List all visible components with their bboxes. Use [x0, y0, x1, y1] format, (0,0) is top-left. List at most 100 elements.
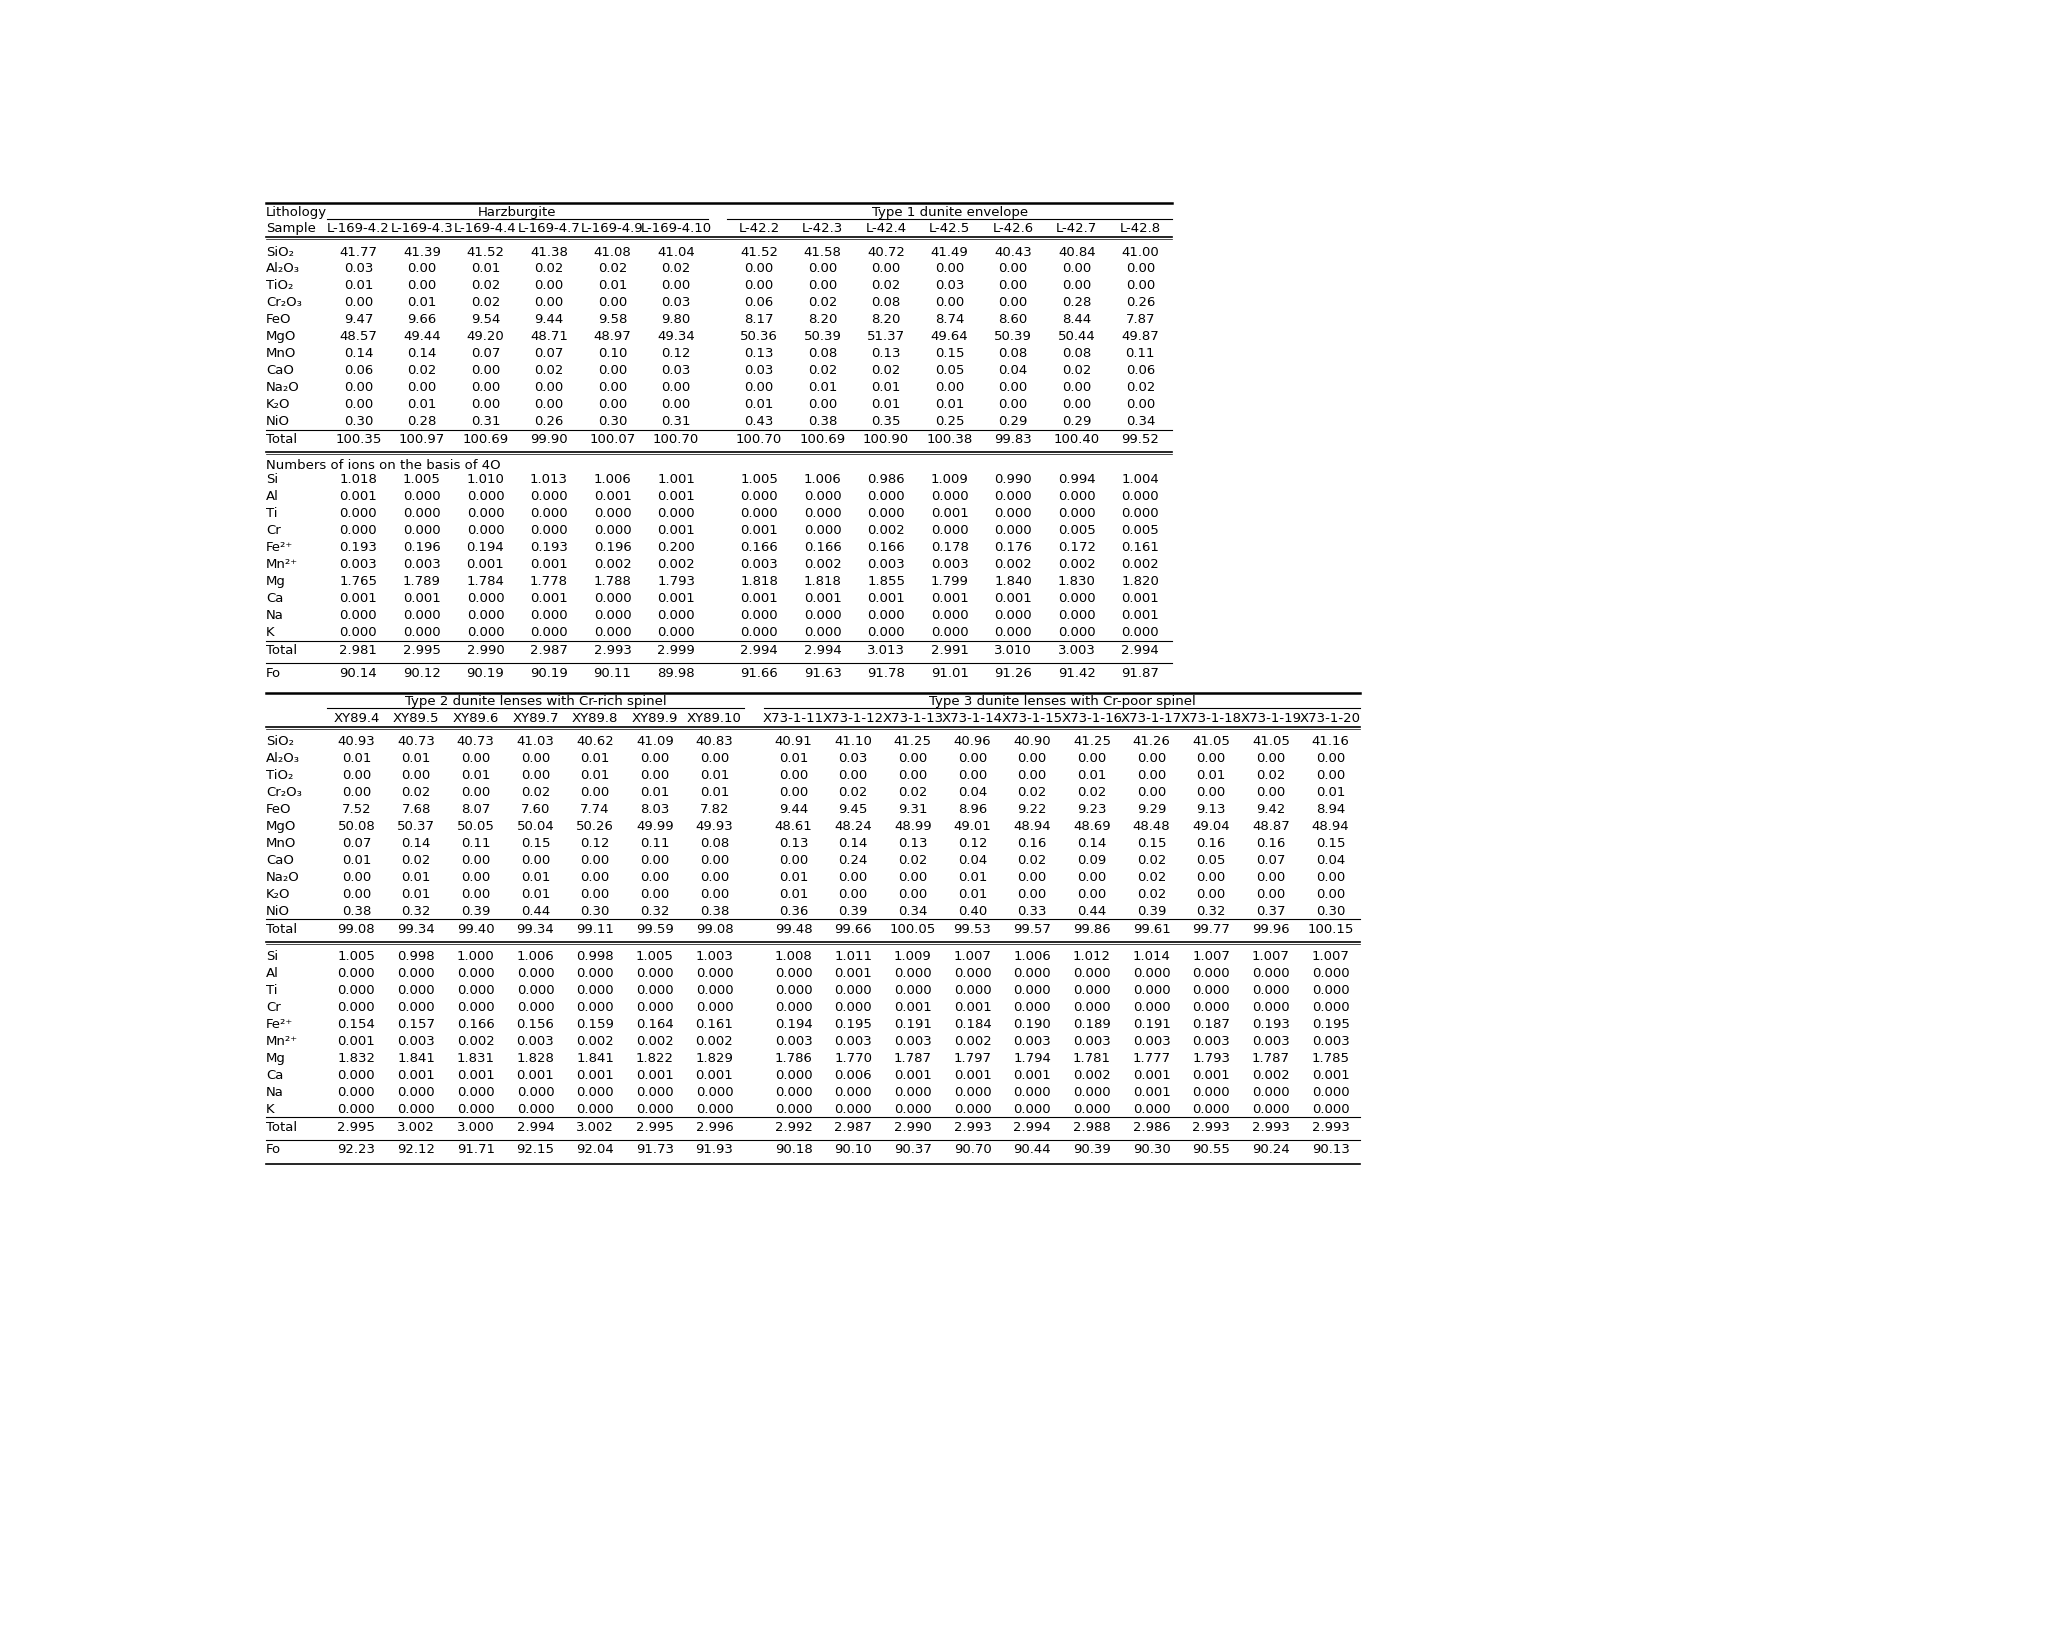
Text: 0.04: 0.04: [957, 787, 988, 800]
Text: 0.000: 0.000: [953, 1085, 992, 1098]
Text: 90.37: 90.37: [893, 1143, 932, 1156]
Text: 0.000: 0.000: [804, 609, 841, 622]
Text: X73-1-18: X73-1-18: [1180, 713, 1242, 726]
Text: 0.00: 0.00: [1137, 768, 1166, 782]
Text: 41.00: 41.00: [1122, 246, 1160, 258]
Text: 0.02: 0.02: [401, 787, 430, 800]
Text: 3.000: 3.000: [457, 1121, 494, 1135]
Text: 0.02: 0.02: [661, 263, 690, 276]
Text: 1.841: 1.841: [577, 1053, 614, 1064]
Text: 9.47: 9.47: [343, 314, 372, 327]
Text: 48.61: 48.61: [775, 819, 812, 832]
Text: 0.00: 0.00: [779, 787, 808, 800]
Text: 99.08: 99.08: [337, 923, 376, 936]
Text: 0.00: 0.00: [744, 279, 773, 292]
Text: L-169-4.7: L-169-4.7: [517, 222, 581, 235]
Text: 0.00: 0.00: [341, 787, 372, 800]
Text: 0.00: 0.00: [461, 888, 490, 901]
Text: 99.34: 99.34: [517, 923, 554, 936]
Text: 0.000: 0.000: [1013, 967, 1050, 980]
Text: 1.781: 1.781: [1073, 1053, 1110, 1064]
Text: 0.28: 0.28: [1062, 296, 1091, 309]
Text: 100.97: 100.97: [399, 433, 444, 447]
Text: 0.001: 0.001: [1133, 1085, 1170, 1098]
Text: 0.00: 0.00: [407, 279, 436, 292]
Text: Type 2 dunite lenses with Cr-rich spinel: Type 2 dunite lenses with Cr-rich spinel: [405, 695, 666, 708]
Text: 0.000: 0.000: [467, 507, 504, 521]
Text: 0.000: 0.000: [1193, 967, 1230, 980]
Text: 0.00: 0.00: [998, 296, 1027, 309]
Text: 100.35: 100.35: [335, 433, 382, 447]
Text: SiO₂: SiO₂: [267, 246, 294, 258]
Text: 0.000: 0.000: [804, 507, 841, 521]
Text: 0.006: 0.006: [835, 1069, 872, 1082]
Text: 0.002: 0.002: [1058, 558, 1096, 571]
Text: 3.002: 3.002: [577, 1121, 614, 1135]
Text: 0.39: 0.39: [839, 905, 868, 918]
Text: 0.00: 0.00: [839, 870, 868, 883]
Text: XY89.10: XY89.10: [686, 713, 742, 726]
Text: Total: Total: [267, 1121, 298, 1135]
Text: 0.000: 0.000: [740, 491, 777, 504]
Text: 2.993: 2.993: [953, 1121, 992, 1135]
Text: 0.190: 0.190: [1013, 1018, 1052, 1031]
Text: 0.03: 0.03: [839, 752, 868, 765]
Text: 0.01: 0.01: [521, 870, 550, 883]
Text: 0.11: 0.11: [641, 837, 670, 851]
Text: K₂O: K₂O: [267, 888, 291, 901]
Text: 1.005: 1.005: [740, 473, 777, 486]
Text: 0.36: 0.36: [779, 905, 808, 918]
Text: 0.26: 0.26: [1127, 296, 1155, 309]
Text: 0.000: 0.000: [1058, 507, 1096, 521]
Text: 0.00: 0.00: [521, 854, 550, 867]
Text: 0.000: 0.000: [1313, 1002, 1350, 1013]
Text: 0.000: 0.000: [403, 524, 440, 537]
Text: Si: Si: [267, 951, 279, 964]
Text: 0.003: 0.003: [835, 1034, 872, 1048]
Text: 2.987: 2.987: [835, 1121, 872, 1135]
Text: 0.08: 0.08: [808, 346, 837, 360]
Text: 0.02: 0.02: [1017, 787, 1046, 800]
Text: 0.00: 0.00: [641, 888, 670, 901]
Text: 1.794: 1.794: [1013, 1053, 1052, 1064]
Text: 0.01: 0.01: [744, 397, 773, 410]
Text: 0.00: 0.00: [1197, 888, 1226, 901]
Text: 0.08: 0.08: [998, 346, 1027, 360]
Text: 1.818: 1.818: [804, 575, 841, 588]
Text: 0.193: 0.193: [529, 542, 568, 555]
Text: 0.01: 0.01: [407, 397, 436, 410]
Text: 1.793: 1.793: [657, 575, 695, 588]
Text: 8.07: 8.07: [461, 803, 490, 816]
Text: 0.00: 0.00: [998, 279, 1027, 292]
Text: 0.00: 0.00: [461, 854, 490, 867]
Text: 0.00: 0.00: [597, 397, 626, 410]
Text: 1.003: 1.003: [695, 951, 734, 964]
Text: 0.000: 0.000: [403, 491, 440, 504]
Text: 0.00: 0.00: [535, 279, 564, 292]
Text: 0.001: 0.001: [994, 593, 1031, 604]
Text: 49.01: 49.01: [953, 819, 992, 832]
Text: 0.44: 0.44: [521, 905, 550, 918]
Text: 0.000: 0.000: [593, 507, 630, 521]
Text: 90.30: 90.30: [1133, 1143, 1170, 1156]
Text: 50.36: 50.36: [740, 330, 777, 343]
Text: 0.000: 0.000: [397, 1002, 434, 1013]
Text: 0.000: 0.000: [868, 491, 905, 504]
Text: 0.32: 0.32: [401, 905, 430, 918]
Text: Lithology: Lithology: [267, 205, 327, 218]
Text: 0.00: 0.00: [701, 888, 730, 901]
Text: Sample: Sample: [267, 222, 316, 235]
Text: L-42.8: L-42.8: [1120, 222, 1162, 235]
Text: 0.000: 0.000: [577, 1102, 614, 1115]
Text: 0.001: 0.001: [740, 593, 777, 604]
Text: 99.40: 99.40: [457, 923, 494, 936]
Text: Fo: Fo: [267, 1143, 281, 1156]
Text: 0.000: 0.000: [457, 1102, 494, 1115]
Text: Fe²⁺: Fe²⁺: [267, 542, 294, 555]
Text: 1.831: 1.831: [457, 1053, 494, 1064]
Text: 1.777: 1.777: [1133, 1053, 1170, 1064]
Text: 0.000: 0.000: [775, 1002, 812, 1013]
Text: 0.001: 0.001: [1133, 1069, 1170, 1082]
Text: Al₂O₃: Al₂O₃: [267, 752, 300, 765]
Text: 0.000: 0.000: [531, 491, 568, 504]
